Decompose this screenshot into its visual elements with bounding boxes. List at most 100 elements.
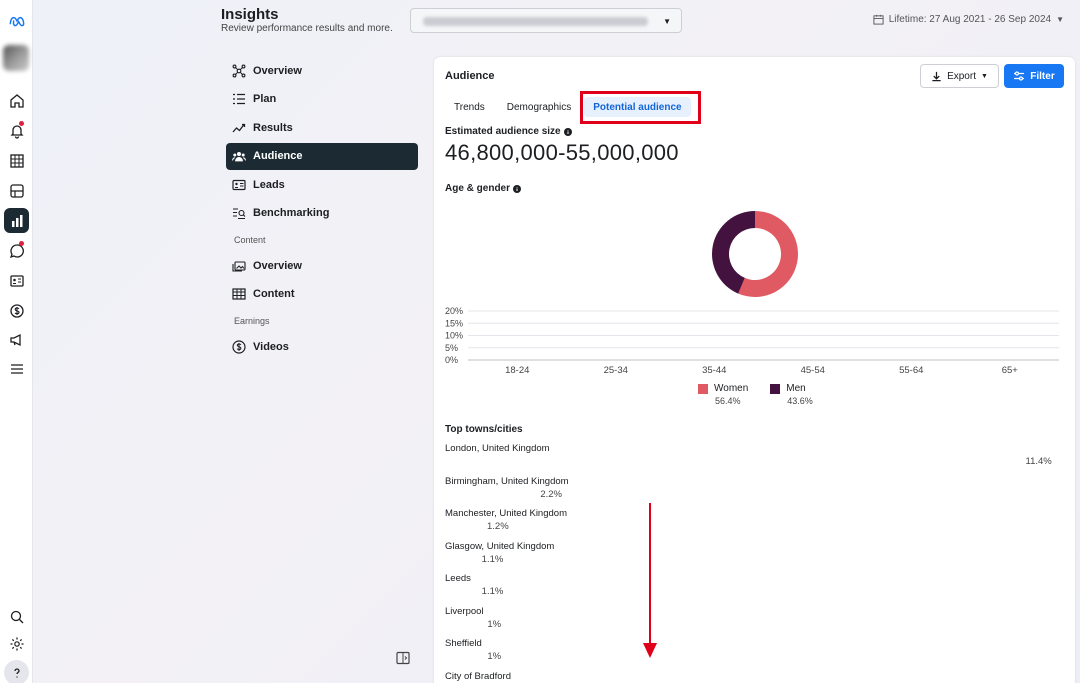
estimated-audience-label: Estimated audience size [445,126,572,137]
info-icon[interactable] [513,184,522,193]
y-tick-label: 15% [445,318,463,328]
nav-label: Benchmarking [253,207,330,219]
notifications-icon[interactable] [4,118,29,143]
audience-tabs: Trends Demographics Potential audience [445,97,691,117]
x-tick-label: 65+ [1002,365,1019,376]
checklist-icon [233,93,245,105]
town-name: Leeds [445,573,471,584]
export-label: Export [947,70,976,82]
overview-nodes-icon [232,64,246,77]
table-icon [232,288,246,300]
avatar[interactable] [3,45,29,71]
help-icon[interactable] [4,660,29,683]
town-row: City of Bradford [445,671,1065,683]
home-icon[interactable] [4,88,29,113]
top-towns-title: Top towns/cities [445,424,523,435]
town-percentage: 1% [487,651,502,662]
nav-item-results[interactable]: Results [226,114,418,141]
nav-item-content-overview[interactable]: Overview [226,252,418,279]
date-range-selector[interactable]: Lifetime: 27 Aug 2021 - 26 Sep 2024 ▼ [873,14,1064,25]
legend-label-men: Men [786,383,806,394]
filter-button[interactable]: Filter [1004,64,1064,88]
nav-label: Overview [253,259,302,272]
benchmark-search-icon [233,208,246,220]
top-towns-list: London, United Kingdom 11.4% Birmingham, U… [445,443,1065,683]
nav-label: Audience [253,150,303,162]
nav-label: Results [253,121,293,134]
chevron-down-icon: ▼ [980,72,988,80]
account-selector[interactable]: ▼ [410,8,682,33]
chevron-down-icon: ▼ [663,17,671,26]
info-icon[interactable] [563,127,572,136]
scroll-down-arrow-annotation [643,503,657,658]
tab-trends[interactable]: Trends [454,101,485,113]
nav-item-content[interactable]: Content [226,281,418,308]
id-card-icon [232,179,246,190]
insights-icon[interactable] [4,208,29,233]
y-tick-label: 20% [445,306,463,316]
town-name: Manchester, United Kingdom [445,508,567,519]
town-name: Glasgow, United Kingdom [445,540,555,552]
x-tick-label: 35-44 [702,365,726,376]
town-name: Sheffield [445,638,482,649]
y-tick-label: 5% [445,343,458,353]
nav-item-overview[interactable]: Overview [226,57,418,84]
nav-item-videos[interactable]: Videos [226,333,418,360]
nav-item-plan[interactable]: Plan [226,86,418,113]
meta-logo-icon[interactable] [4,8,29,33]
gender-legend: Women 56.4% Men 43.6% [698,383,813,406]
x-tick-label: 25-34 [604,365,628,376]
export-button[interactable]: Export ▼ [920,64,999,88]
filter-label: Filter [1030,70,1055,82]
nav-label: Content [253,288,295,300]
leads-card-icon[interactable] [4,268,29,293]
town-name: London, United Kingdom [445,443,550,454]
sliders-icon [1014,71,1025,81]
x-tick-label: 45-54 [801,365,825,376]
legend-label-women: Women [714,383,749,394]
town-row: London, United Kingdom 11.4% [445,443,1065,476]
pages-icon[interactable] [4,178,29,203]
nav-label: Overview [253,64,302,77]
town-row: Liverpool 1% [445,606,1065,639]
nav-item-benchmarking[interactable]: Benchmarking [226,200,418,227]
estimated-audience-value: 46,800,000-55,000,000 [445,140,679,165]
nav-item-leads[interactable]: Leads [226,171,418,198]
town-percentage: 2.2% [540,488,562,500]
trend-line-icon [232,123,246,132]
town-row: Sheffield 1% [445,638,1065,671]
town-name: City of Bradford [445,670,511,682]
nav-label: Plan [253,93,277,105]
nav-section-earnings: Earnings [234,316,270,326]
grid-icon[interactable] [4,148,29,173]
collapse-sidebar-icon[interactable] [396,651,410,665]
donut-slice-women[interactable] [738,211,798,297]
dollar-circle-icon [232,339,246,354]
account-name-redacted [423,17,648,26]
age-bar-chart: 20% 15% 10% 5% 0% 18-24 25-34 35-44 45-54 55-64 65… [445,306,1059,376]
donut-slice-men[interactable] [712,211,755,294]
y-tick-label: 10% [445,331,463,341]
nav-item-audience[interactable]: Audience [226,142,418,170]
messages-icon[interactable] [4,238,29,263]
calendar-icon [873,14,884,25]
gender-donut-chart [712,211,798,297]
town-percentage: 11.4% [1025,456,1052,467]
nav-label: Leads [253,178,285,191]
search-icon[interactable] [4,604,29,629]
town-percentage: 1.1% [481,553,504,565]
app-rail [0,0,33,683]
legend-item-men: Men 43.6% [770,383,813,406]
ads-megaphone-icon[interactable] [4,327,29,352]
settings-gear-icon[interactable] [4,631,29,656]
menu-icon[interactable] [4,356,29,381]
tab-potential-audience[interactable]: Potential audience [584,97,691,117]
monetization-icon[interactable] [4,298,29,323]
legend-item-women: Women 56.4% [698,383,748,406]
tab-demographics[interactable]: Demographics [506,101,572,113]
legend-value-women: 56.4% [715,396,741,406]
page-subtitle: Review performance results and more. [221,23,393,34]
y-tick-label: 0% [445,355,458,365]
age-gender-label-text: Age & gender [445,183,511,194]
town-name: Birmingham, United Kingdom [445,475,569,487]
